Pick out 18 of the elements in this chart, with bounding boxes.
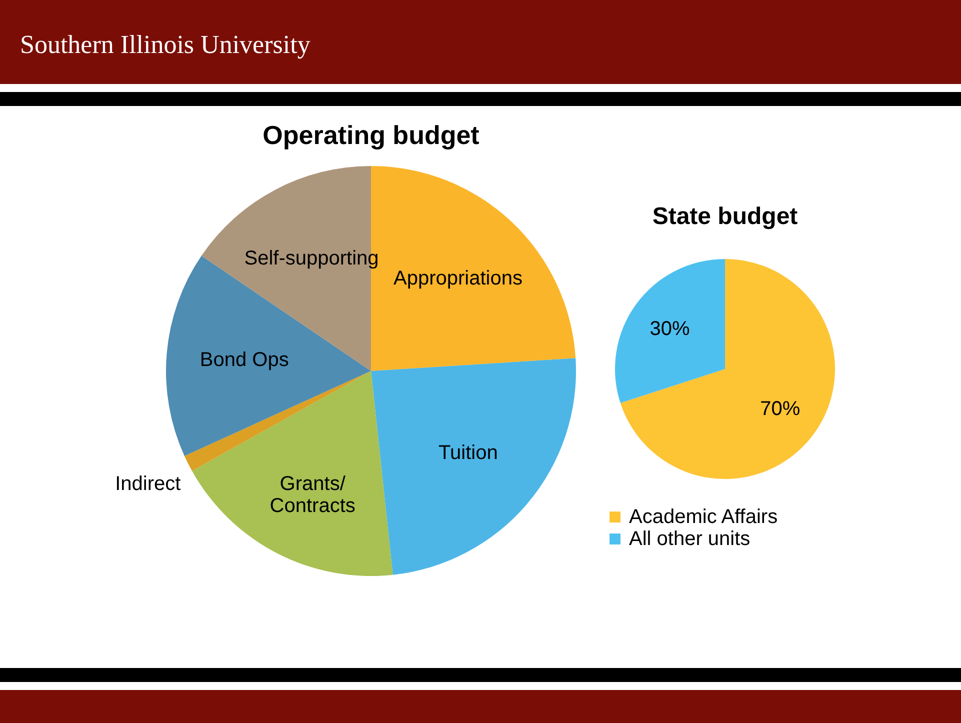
data-label: 70%	[760, 398, 800, 420]
legend-label: Academic Affairs	[629, 506, 778, 528]
pie-slice	[371, 358, 576, 575]
slice-label: Indirect	[115, 472, 182, 495]
text: Southern Illinois University	[20, 30, 310, 60]
pie-slice	[192, 371, 393, 576]
slice-label: Self-supporting	[244, 248, 379, 270]
slice-label: Bond Ops	[200, 349, 289, 372]
data-label: 30%	[650, 318, 690, 340]
pie-slice	[620, 259, 835, 479]
legend-label: All other units	[629, 528, 750, 550]
pie-slice	[615, 259, 725, 403]
slice-label: Tuition	[438, 442, 498, 464]
slice-label: Grants/ Contracts	[270, 472, 356, 517]
pie-slice	[184, 371, 371, 471]
chart-title: State budget	[652, 203, 798, 230]
slice-label: Appropriations	[394, 267, 522, 290]
chart-title: Operating budget	[262, 120, 480, 150]
